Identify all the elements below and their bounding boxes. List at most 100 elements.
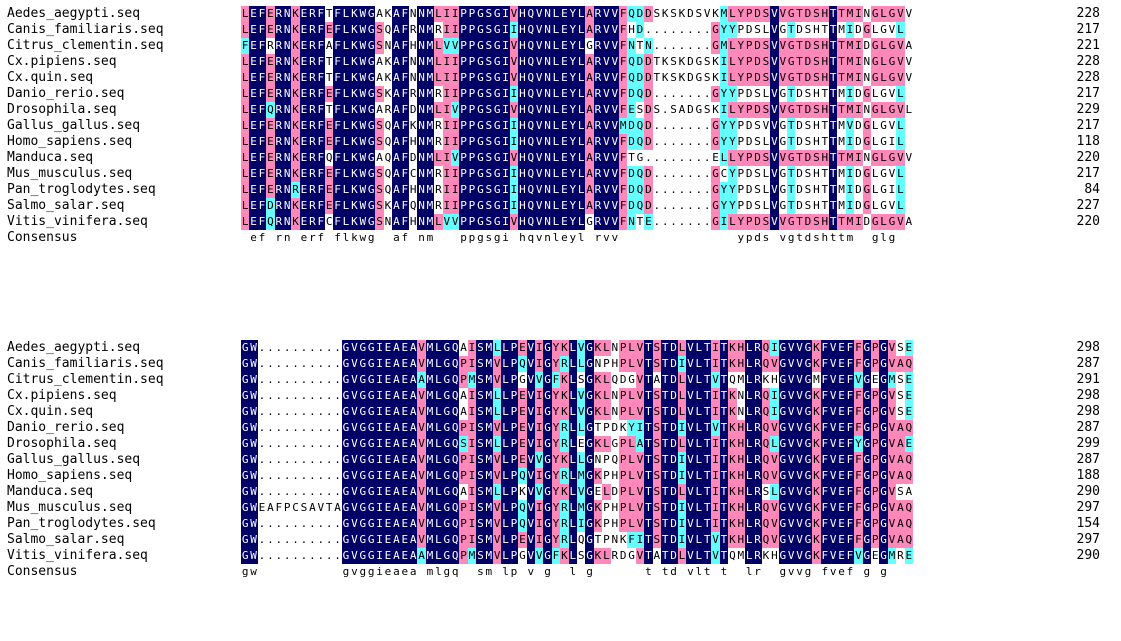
residue-cell: I [375, 420, 384, 436]
residue-cell: F [845, 468, 855, 484]
residue-cell: V [770, 356, 779, 372]
residue-cell: T [594, 421, 602, 434]
residue-cell: M [484, 548, 493, 564]
sequence-row: Citrus_clementin.seq G W.......... G V G G I E A E… [0, 372, 1121, 388]
residue-cell: D [635, 70, 645, 86]
residue-cell: L [871, 199, 879, 212]
residue-cell: D [855, 119, 862, 132]
residue-cell: E [249, 86, 258, 102]
residue-cell: K [728, 532, 737, 548]
residue-cell: G [871, 150, 880, 166]
residue-cell: Q [518, 516, 527, 532]
residue-cell: L [577, 182, 586, 198]
residue-cell: T [787, 198, 796, 214]
consensus-residue: n [418, 231, 425, 244]
residue-cell: C [325, 215, 333, 228]
residue-cell: L [241, 54, 250, 70]
residue-cell: V [635, 516, 645, 532]
residue-cell: G [442, 452, 451, 468]
residue-cell: Q [761, 340, 771, 356]
residue-cell: . [258, 453, 266, 466]
residue-cell: I [442, 182, 451, 198]
residue-cell: H [813, 23, 820, 36]
residue-cell: D [796, 135, 803, 148]
residue-cell: W [358, 198, 367, 214]
residue-cell: R [274, 150, 283, 166]
residue-cell: I [442, 102, 451, 118]
residue-cell: C [292, 501, 299, 514]
residue-cell: P [459, 372, 468, 388]
residue-cell: P [467, 70, 477, 86]
residue-cell: D [644, 86, 653, 102]
residue-cell: T [644, 372, 653, 388]
residue-cell: V [417, 340, 426, 356]
consensus-residue: i [502, 231, 509, 244]
residue-cell: I [501, 214, 510, 230]
residue-cell: G [519, 373, 526, 386]
residue-cell: V [610, 166, 619, 182]
sequence-end-position: 217 [1076, 86, 1100, 101]
residue-cell: . [325, 421, 333, 434]
residue-cell: E [400, 484, 409, 500]
residue-cell: P [745, 6, 754, 22]
residue-cell: . [653, 87, 661, 100]
sequence-name: Vitis_vinifera.seq [7, 548, 148, 563]
residue-cell: . [325, 453, 333, 466]
residue-cell: L [745, 452, 754, 468]
consensus-residue: v [796, 565, 803, 578]
residue-cell: W [358, 166, 367, 182]
residue-cell: E [299, 70, 309, 86]
residue-cell: Q [761, 404, 771, 420]
consensus-residue: a [409, 565, 417, 578]
residue-cell: D [855, 135, 862, 148]
residue-cell: G [880, 87, 887, 100]
residue-cell: G [585, 452, 594, 468]
residue-cell: T [795, 70, 804, 86]
residue-cell: W [358, 6, 367, 22]
residue-cell: H [736, 468, 745, 484]
residue-cell: . [258, 341, 266, 354]
residue-cell: . [661, 183, 669, 196]
residue-cell: M [425, 532, 435, 548]
residue-cell: Q [761, 516, 771, 532]
residue-cell: G [358, 340, 367, 356]
residue-cell: N [417, 166, 426, 182]
residue-cell: L [762, 199, 770, 212]
residue-cell: F [400, 214, 409, 230]
residue-cell: I [509, 166, 519, 182]
residue-cell: F [333, 166, 342, 182]
consensus-residue: s [485, 231, 493, 244]
residue-cell: T [661, 372, 670, 388]
residue-cell: D [687, 103, 694, 116]
residue-cell: N [417, 38, 426, 54]
consensus-residue: d [754, 231, 761, 244]
residue-cell: . [300, 549, 308, 562]
residue-cell: . [670, 39, 677, 52]
residue-cell: Y [568, 38, 577, 54]
residue-cell: E [560, 102, 569, 118]
residue-cell: T [661, 516, 670, 532]
residue-cell: V [787, 404, 796, 420]
residue-cell: T [644, 516, 653, 532]
residue-cell: V [888, 87, 896, 100]
residue-cell: F [619, 150, 628, 166]
residue-cell: F [257, 86, 267, 102]
residue-cell: S [804, 119, 812, 132]
residue-cell: V [686, 436, 695, 452]
consensus-residue: f [401, 231, 409, 244]
residue-cell: D [266, 198, 275, 214]
consensus-residue: v [779, 231, 787, 244]
residue-cell: Q [451, 404, 460, 420]
residue-cell: V [577, 340, 586, 356]
residue-cell: L [871, 183, 879, 196]
residue-cell: P [459, 532, 468, 548]
residue-cell: W [249, 420, 258, 436]
residue-cell: V [770, 500, 779, 516]
residue-cell: V [896, 214, 905, 230]
sequence-row: Vitis_vinifera.seq G W.......... G V G G I E A E A A… [0, 548, 1121, 564]
residue-cell: K [350, 6, 359, 22]
residue-cell: T [787, 182, 796, 198]
residue-cell: T [325, 55, 333, 68]
residue-cell: V [887, 356, 897, 372]
residue-cell: E [560, 166, 569, 182]
